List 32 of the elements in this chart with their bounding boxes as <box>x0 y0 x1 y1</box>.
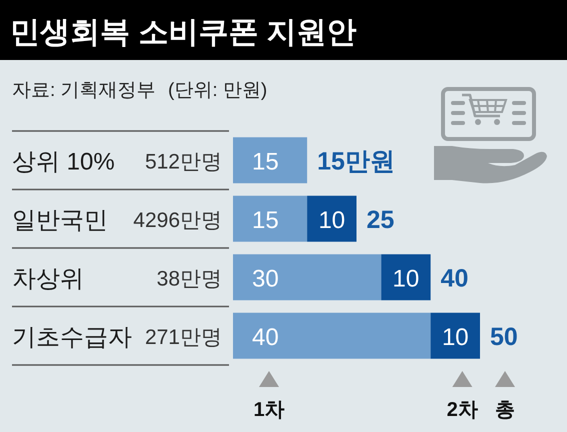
text: 자료: 기획재정부 <box>12 80 156 101</box>
bar <box>430 312 480 359</box>
y-tick-label: 상위 10% <box>12 148 115 176</box>
data-label: 30 <box>252 265 279 292</box>
bar <box>307 196 356 242</box>
bar <box>233 196 308 242</box>
text: 38만명 <box>156 267 222 290</box>
data-label: 10 <box>442 324 469 351</box>
data-label: 15 <box>252 148 279 176</box>
bar <box>233 312 431 359</box>
text: 271만명 <box>144 326 222 349</box>
text: (단위: 만원) <box>168 80 268 101</box>
bar <box>381 254 431 300</box>
chart-title: 민생회복 소비쿠폰 지원안 <box>10 16 357 49</box>
text: 1차 <box>253 399 285 421</box>
text: 4296만명 <box>133 208 222 232</box>
text: 512만명 <box>144 150 222 174</box>
total-label: 50 <box>490 322 518 351</box>
y-tick-label: 일반국민 <box>12 206 108 234</box>
data-label: 10 <box>318 206 346 234</box>
total-label: 40 <box>440 264 468 292</box>
y-tick-label: 기초수급자 <box>12 324 132 351</box>
bar <box>233 254 382 300</box>
total-label: 15만원 <box>317 147 395 176</box>
text: 총 <box>495 399 515 421</box>
text: 2차 <box>446 399 478 421</box>
total-label: 25 <box>366 206 394 234</box>
data-label: 10 <box>392 265 420 292</box>
data-label: 40 <box>252 324 279 351</box>
bar <box>233 137 308 184</box>
y-tick-label: 차상위 <box>12 265 84 292</box>
data-label: 15 <box>252 206 279 234</box>
